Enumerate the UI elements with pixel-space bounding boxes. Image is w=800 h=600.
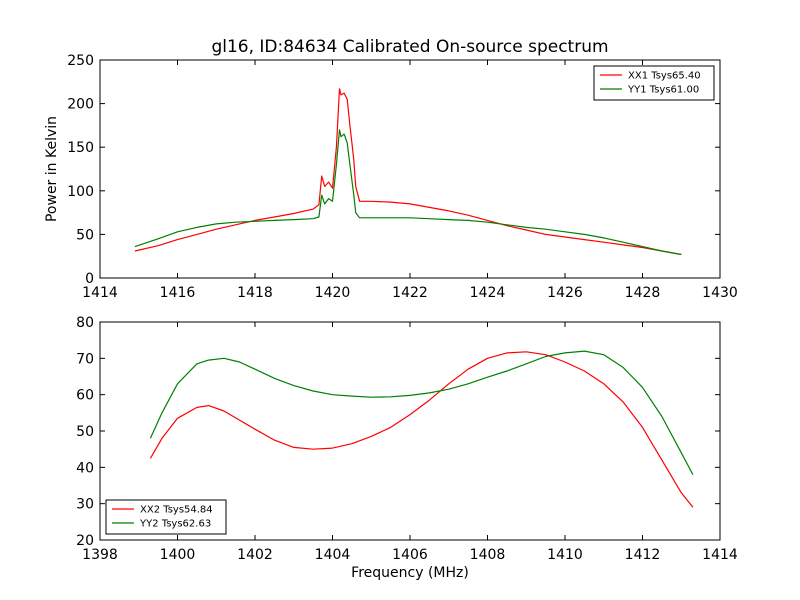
- x-tick-label: 1398: [82, 547, 118, 563]
- x-tick-label: 1422: [392, 285, 428, 301]
- x-tick-label: 1430: [702, 285, 738, 301]
- legend-label: YY1 Tsys61.00: [627, 85, 699, 96]
- chart-title: gl16, ID:84634 Calibrated On-source spec…: [211, 37, 608, 57]
- x-tick-label: 1410: [547, 547, 583, 563]
- chart-panel-2: 1398 1400 1402 1404 1406 1408 1410 1412 1414 20 30…: [76, 315, 738, 581]
- y-tick-label: 150: [67, 140, 94, 156]
- y-tick-label: 80: [76, 315, 94, 331]
- y-tick-label: 30: [76, 497, 94, 513]
- x-tick-label: 1418: [237, 285, 273, 301]
- legend-label: YY2 Tsys62.63: [139, 519, 211, 530]
- legend: XX1 Tsys65.40 YY1 Tsys61.00: [593, 65, 715, 101]
- y-tick-label: 50: [76, 424, 94, 440]
- chart-panel-1: 1414 1416 1418 1420 1422 1424 1426 1428 1430 0 50 1…: [44, 37, 738, 301]
- x-tick-label: 1414: [702, 547, 738, 563]
- y-tick-label: 40: [76, 460, 94, 476]
- series-line-xx2: [149, 351, 694, 508]
- legend: XX2 Tsys54.84 YY2 Tsys62.63: [105, 499, 227, 535]
- x-tick-label: 1426: [547, 285, 583, 301]
- x-axis-label: Frequency (MHz): [351, 565, 469, 581]
- x-tick-label: 1402: [237, 547, 273, 563]
- x-tick-label: 1400: [160, 547, 196, 563]
- y-axis-label: Power in Kelvin: [44, 116, 60, 222]
- y-tick-label: 60: [76, 388, 94, 404]
- x-tick-label: 1420: [315, 285, 351, 301]
- x-tick-label: 1424: [470, 285, 506, 301]
- y-tick-label: 70: [76, 351, 94, 367]
- chart-panels: 1414 1416 1418 1420 1422 1424 1426 1428 14300501…: [44, 37, 738, 581]
- series-line-yy1: [134, 129, 682, 256]
- x-tick-label: 1414: [82, 285, 118, 301]
- series-line-yy2: [149, 350, 694, 475]
- legend-box: [105, 499, 227, 535]
- x-tick-label: 1416: [160, 285, 196, 301]
- y-tick-label: 50: [76, 227, 94, 243]
- y-tick-label: 200: [67, 97, 94, 113]
- x-tick-label: 1404: [315, 547, 351, 563]
- y-tick-label: 0: [85, 271, 94, 287]
- x-tick-label: 1408: [470, 547, 506, 563]
- x-tick-label: 1428: [625, 285, 661, 301]
- legend-label: XX2 Tsys54.84: [140, 505, 213, 516]
- series-line-xx1: [134, 88, 682, 256]
- legend-box: [593, 65, 715, 101]
- y-tick-label: 20: [76, 533, 94, 549]
- y-tick-label: 100: [67, 184, 94, 200]
- legend-label: XX1 Tsys65.40: [628, 71, 701, 82]
- x-tick-label: 1406: [392, 547, 428, 563]
- y-tick-label: 250: [67, 53, 94, 69]
- x-tick-label: 1412: [625, 547, 661, 563]
